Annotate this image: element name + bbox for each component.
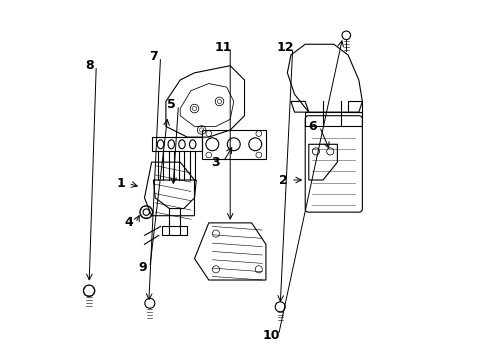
Text: 8: 8 [84, 59, 93, 72]
Text: 1: 1 [117, 177, 125, 190]
Text: 12: 12 [276, 41, 294, 54]
Text: 7: 7 [149, 50, 158, 63]
Text: 5: 5 [166, 99, 175, 112]
Text: 6: 6 [307, 120, 316, 133]
Text: 3: 3 [211, 156, 220, 168]
Text: 4: 4 [124, 216, 133, 229]
Text: 9: 9 [138, 261, 147, 274]
Text: 10: 10 [262, 329, 280, 342]
Text: 2: 2 [279, 174, 287, 186]
Text: 11: 11 [214, 41, 231, 54]
